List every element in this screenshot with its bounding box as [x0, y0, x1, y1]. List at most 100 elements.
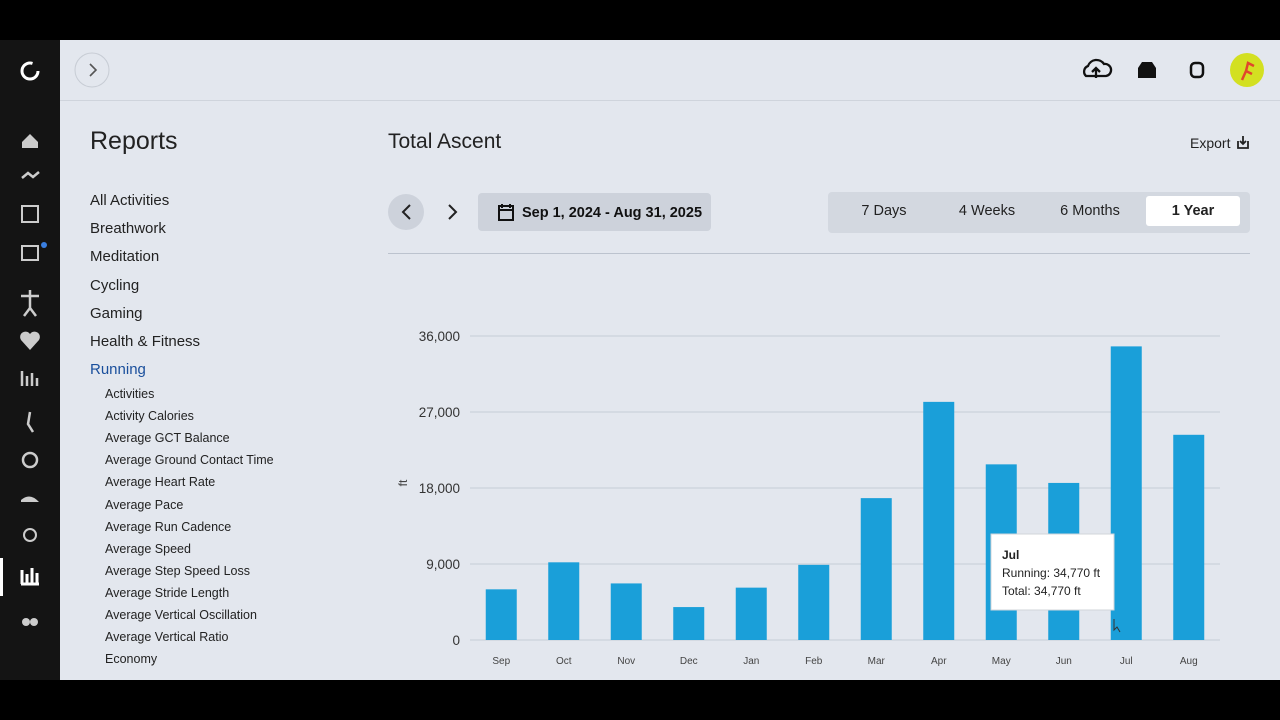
- reports-icon[interactable]: [20, 568, 39, 586]
- range-selector: 7 Days 4 Weeks 6 Months 1 Year: [828, 192, 1250, 233]
- tooltip-title: Jul: [1002, 548, 1019, 562]
- y-tick-label: 27,000: [419, 405, 460, 420]
- app: Reports Total Ascent Export Sep 1, 2024 …: [0, 40, 1280, 680]
- range-option[interactable]: 6 Months: [1060, 203, 1120, 219]
- calendar-icon: [498, 204, 514, 221]
- reports-title: Reports: [90, 127, 178, 155]
- bar: [485, 589, 517, 640]
- x-tick-label: Jun: [1056, 656, 1072, 667]
- submenu-item[interactable]: Economy: [105, 652, 158, 667]
- submenu-item[interactable]: Average Vertical Oscillation: [105, 608, 257, 622]
- submenu-item[interactable]: Average Pace: [105, 497, 184, 512]
- calendar-icon[interactable]: [21, 205, 39, 223]
- submenu-item[interactable]: Average Speed: [105, 541, 191, 556]
- x-tick-label: Jan: [743, 656, 759, 667]
- device-icon[interactable]: [1189, 61, 1205, 79]
- heart-icon[interactable]: [20, 331, 40, 350]
- x-tick-label: May: [992, 656, 1011, 667]
- bar: [610, 583, 642, 640]
- inbox-icon[interactable]: [1138, 62, 1156, 78]
- avatar-figure: [1240, 61, 1255, 81]
- stats-icon[interactable]: [20, 371, 39, 386]
- y-tick-label: 0: [452, 633, 460, 648]
- menu-item[interactable]: Meditation: [90, 248, 160, 266]
- expand-button[interactable]: [74, 52, 110, 88]
- submenu-item[interactable]: Average Ground Contact Time: [105, 453, 274, 468]
- groups-icon[interactable]: [22, 618, 30, 626]
- prev-arrow: [401, 204, 411, 220]
- golf-icon[interactable]: [26, 411, 35, 433]
- x-tick-label: Apr: [931, 656, 947, 667]
- bar: [923, 401, 955, 640]
- y-tick-label: 9,000: [426, 557, 460, 572]
- next-button[interactable]: [448, 204, 458, 220]
- menu-item[interactable]: Running: [90, 361, 146, 379]
- menu-item[interactable]: Breathwork: [90, 220, 166, 238]
- x-tick-label: Mar: [868, 656, 886, 667]
- tooltip-line: Total: 34,770 ft: [1002, 584, 1081, 598]
- expand-arrow: [89, 63, 98, 77]
- y-axis-label: ft: [396, 479, 410, 486]
- x-tick-label: Nov: [617, 656, 635, 667]
- submenu-item[interactable]: Average Stride Length: [105, 585, 230, 600]
- date-picker[interactable]: Sep 1, 2024 - Aug 31, 2025: [478, 193, 711, 231]
- submenu-item[interactable]: Average Vertical Ratio: [105, 630, 229, 645]
- y-tick-label: 36,000: [419, 329, 460, 344]
- bar: [1110, 346, 1142, 640]
- x-tick-label: Sep: [492, 656, 510, 667]
- home-icon[interactable]: [22, 134, 38, 148]
- activity-icon[interactable]: [21, 290, 39, 317]
- menu-item[interactable]: All Activities: [90, 192, 170, 209]
- submenu-item[interactable]: Average Heart Rate: [105, 475, 216, 490]
- menu-item[interactable]: Cycling: [90, 276, 140, 294]
- submenu-item[interactable]: Activities: [105, 387, 155, 401]
- export-button[interactable]: Export: [1190, 135, 1231, 151]
- submenu-item[interactable]: Average Step Speed Loss: [105, 563, 251, 578]
- upload-icon[interactable]: [1083, 58, 1113, 78]
- bar: [673, 607, 705, 640]
- range-option[interactable]: 4 Weeks: [958, 203, 1016, 219]
- shoe-icon[interactable]: [21, 496, 39, 502]
- bar: [798, 564, 830, 640]
- range-option[interactable]: 7 Days: [861, 203, 907, 219]
- menu-item[interactable]: Gaming: [90, 304, 143, 322]
- period-nav: [388, 194, 458, 230]
- submenu-item[interactable]: Activity Calories: [105, 409, 194, 424]
- x-tick-label: Oct: [556, 656, 572, 667]
- tooltip-line: Running: 34,770 ft: [1002, 566, 1101, 580]
- insight-icon[interactable]: [23, 528, 37, 542]
- chart: 0 9,000 18,000 27,000 36,000 ft Sep Oct Nov Dec Ja…: [396, 329, 1220, 667]
- bar: [548, 562, 580, 640]
- groups-icon-2: [30, 618, 38, 626]
- sidebar-icons: [0, 61, 47, 626]
- active-indicator: [0, 558, 3, 596]
- trend-icon[interactable]: [21, 171, 40, 179]
- export-icon: [1237, 136, 1249, 149]
- x-tick-label: Feb: [805, 656, 823, 667]
- bar: [860, 498, 892, 640]
- logo[interactable]: [20, 61, 40, 81]
- date-range: Sep 1, 2024 - Aug 31, 2025: [522, 205, 703, 221]
- tooltip: [990, 533, 1115, 611]
- top-bar: [60, 52, 1280, 101]
- bar: [735, 587, 767, 640]
- x-tick-label: Jul: [1120, 656, 1133, 667]
- menu-item[interactable]: Health & Fitness: [90, 333, 201, 350]
- y-tick-label: 18,000: [419, 481, 460, 496]
- prev-button[interactable]: [388, 194, 424, 230]
- x-tick-label: Dec: [680, 656, 698, 667]
- chart-divider: [388, 253, 1250, 254]
- x-tick-label: Aug: [1180, 656, 1198, 667]
- submenu-item[interactable]: Average GCT Balance: [105, 431, 230, 446]
- news-icon[interactable]: [21, 245, 39, 261]
- news-badge: [41, 242, 47, 248]
- range-option[interactable]: 1 Year: [1146, 196, 1240, 226]
- sidebar: [0, 40, 60, 680]
- timer-icon[interactable]: [21, 451, 39, 469]
- cursor: [1113, 619, 1121, 633]
- submenu-item[interactable]: Average Run Cadence: [105, 519, 232, 534]
- bar: [1173, 434, 1205, 640]
- report-title: Total Ascent: [388, 130, 502, 153]
